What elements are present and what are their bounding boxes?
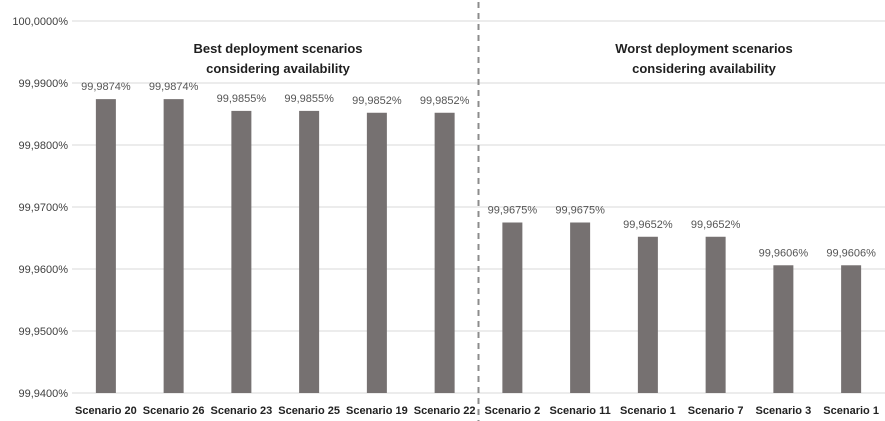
y-tick-label: 99,9600% (18, 264, 68, 276)
x-tick-label: Scenario 19 (346, 405, 408, 417)
y-axis-tick-labels: 99,9400% 99,9500% 99,9600% 99,9700% 99,9800%… (12, 16, 68, 400)
bar (705, 236, 726, 393)
data-label: 99,9855% (284, 93, 334, 105)
x-axis-tick-labels: Scenario 20 Scenario 26 Scenario 23 Scenari… (75, 405, 879, 417)
y-tick-label: 99,9900% (18, 78, 68, 90)
bar (637, 236, 658, 393)
data-label: 99,9675% (488, 205, 538, 217)
y-tick-label: 99,9800% (18, 140, 68, 152)
x-tick-label: Scenario 25 (278, 405, 340, 417)
x-tick-label: Scenario 1 (620, 405, 676, 417)
bar (502, 222, 523, 393)
bar (570, 222, 591, 393)
data-label: 99,9606% (759, 247, 809, 259)
x-tick-label: Scenario 7 (688, 405, 744, 417)
x-tick-label: Scenario 23 (210, 405, 272, 417)
data-label: 99,9855% (217, 93, 267, 105)
bars (95, 99, 862, 394)
bar (434, 112, 455, 393)
y-tick-label: 99,9700% (18, 202, 68, 214)
data-label: 99,9852% (420, 95, 470, 107)
bar (231, 110, 252, 394)
bar (299, 110, 320, 394)
x-tick-label: Scenario 20 (75, 405, 137, 417)
x-tick-label: Scenario 1 (823, 405, 879, 417)
data-label: 99,9852% (352, 95, 402, 107)
data-labels: 99,9874% 99,9874% 99,9855% 99,9855% 99,9852%… (81, 81, 876, 259)
data-label: 99,9675% (555, 205, 605, 217)
data-label: 99,9874% (81, 81, 131, 93)
bar (366, 112, 387, 393)
x-tick-label: Scenario 11 (550, 405, 611, 417)
y-tick-label: 100,0000% (12, 16, 68, 28)
bar (95, 99, 116, 394)
x-tick-label: Scenario 26 (143, 405, 205, 417)
group-titles: Best deployment scenarios considering av… (193, 41, 792, 76)
data-label: 99,9606% (826, 247, 876, 259)
x-tick-label: Scenario 2 (485, 405, 541, 417)
worst-group-title-line-2: considering availability (632, 61, 777, 76)
data-label: 99,9874% (149, 81, 199, 93)
x-tick-label: Scenario 3 (756, 405, 812, 417)
x-tick-label: Scenario 22 (414, 405, 476, 417)
y-tick-label: 99,9400% (18, 388, 68, 400)
bar (163, 99, 184, 394)
bar (773, 265, 794, 393)
bar (841, 265, 862, 393)
worst-group-title-line-1: Worst deployment scenarios (615, 41, 792, 56)
data-label: 99,9652% (623, 219, 673, 231)
best-group-title-line-1: Best deployment scenarios (193, 41, 362, 56)
data-label: 99,9652% (691, 219, 741, 231)
best-group-title-line-2: considering availability (206, 61, 351, 76)
y-tick-label: 99,9500% (18, 326, 68, 338)
